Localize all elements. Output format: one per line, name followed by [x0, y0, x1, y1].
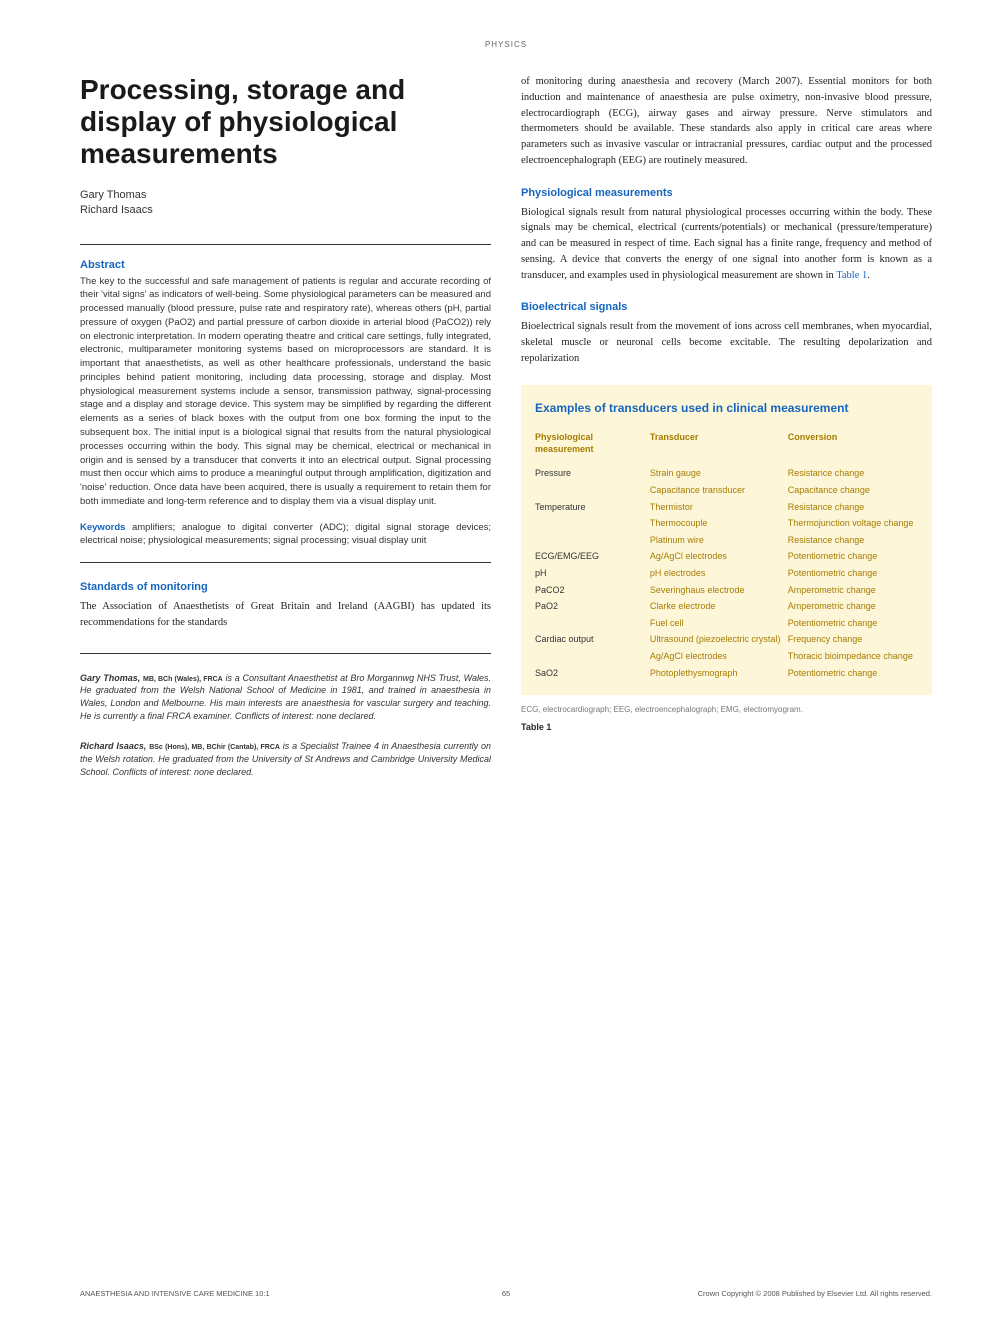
keywords-text: amplifiers; analogue to digital converte…: [80, 522, 491, 547]
divider: [80, 562, 491, 563]
divider: [80, 653, 491, 654]
table-cell: Amperometric change: [788, 598, 918, 615]
bioelectrical-text: Bioelectrical signals result from the mo…: [521, 319, 932, 366]
table-cell: Platinum wire: [650, 532, 788, 549]
table-header: Conversion: [788, 428, 918, 465]
section-heading-physiological: Physiological measurements: [521, 187, 932, 199]
article-title: Processing, storage and display of physi…: [80, 74, 491, 171]
bio-name: Richard Isaacs,: [80, 741, 146, 751]
bio-text: is a Consultant Anaesthetist at Bro Morg…: [80, 673, 491, 721]
transducer-table: Physiological measurement Transducer Con…: [535, 428, 918, 681]
section-label: PHYSICS: [80, 40, 932, 49]
table-row: TemperatureThermistorResistance change: [535, 499, 918, 516]
table-reference-link[interactable]: Table 1: [836, 270, 867, 281]
table-1-box: Examples of transducers used in clinical…: [521, 385, 932, 696]
page-footer: ANAESTHESIA AND INTENSIVE CARE MEDICINE …: [80, 1289, 932, 1298]
table-row: ThermocoupleThermojunction voltage chang…: [535, 515, 918, 532]
table-cell: PaCO2: [535, 582, 650, 599]
table-cell: [535, 515, 650, 532]
table-cell: [535, 615, 650, 632]
table-header: Physiological measurement: [535, 428, 650, 465]
table-row: Capacitance transducerCapacitance change: [535, 482, 918, 499]
footer-right: Crown Copyright © 2008 Published by Else…: [698, 1289, 932, 1298]
table-cell: Potentiometric change: [788, 615, 918, 632]
abstract-heading: Abstract: [80, 259, 491, 271]
table-row: SaO2PhotoplethysmographPotentiometric ch…: [535, 665, 918, 682]
table-cell: [535, 532, 650, 549]
table-cell: Ag/AgCl electrodes: [650, 548, 788, 565]
section-heading-standards: Standards of monitoring: [80, 581, 491, 593]
table-cell: Resistance change: [788, 532, 918, 549]
table-cell: Potentiometric change: [788, 548, 918, 565]
standards-text: The Association of Anaesthetists of Grea…: [80, 599, 491, 631]
table-cell: Potentiometric change: [788, 565, 918, 582]
physiological-body: Biological signals result from natural p…: [521, 207, 932, 281]
table-label: Table 1: [521, 722, 932, 732]
author-name: Richard Isaacs: [80, 204, 491, 216]
table-cell: Strain gauge: [650, 465, 788, 482]
continuation-text: of monitoring during anaesthesia and rec…: [521, 74, 932, 169]
table-row: ECG/EMG/EEGAg/AgCl electrodesPotentiomet…: [535, 548, 918, 565]
table-cell: Amperometric change: [788, 582, 918, 599]
table-cell: Pressure: [535, 465, 650, 482]
table-cell: Thermistor: [650, 499, 788, 516]
table-cell: Resistance change: [788, 465, 918, 482]
table-cell: [535, 648, 650, 665]
table-cell: PaO2: [535, 598, 650, 615]
table-cell: Capacitance change: [788, 482, 918, 499]
table-cell: Ag/AgCl electrodes: [650, 648, 788, 665]
table-row: PaO2Clarke electrodeAmperometric change: [535, 598, 918, 615]
physiological-text: Biological signals result from natural p…: [521, 205, 932, 284]
table-cell: ECG/EMG/EEG: [535, 548, 650, 565]
table-cell: [535, 482, 650, 499]
footer-page-number: 65: [502, 1289, 510, 1298]
table-row: Ag/AgCl electrodesThoracic bioimpedance …: [535, 648, 918, 665]
table-cell: Resistance change: [788, 499, 918, 516]
table-row: pHpH electrodesPotentiometric change: [535, 565, 918, 582]
bio-credentials: BSc (Hons), MB, BChir (Cantab), FRCA: [149, 744, 280, 751]
right-column: of monitoring during anaesthesia and rec…: [521, 74, 932, 778]
table-cell: Photoplethysmograph: [650, 665, 788, 682]
table-header-row: Physiological measurement Transducer Con…: [535, 428, 918, 465]
table-cell: Frequency change: [788, 631, 918, 648]
table-body: PressureStrain gaugeResistance changeCap…: [535, 465, 918, 681]
table-cell: Thoracic bioimpedance change: [788, 648, 918, 665]
table-cell: Thermocouple: [650, 515, 788, 532]
table-cell: Cardiac output: [535, 631, 650, 648]
table-row: Fuel cellPotentiometric change: [535, 615, 918, 632]
divider: [80, 244, 491, 245]
table-cell: Severinghaus electrode: [650, 582, 788, 599]
abstract-text: The key to the successful and safe manag…: [80, 275, 491, 509]
table-footnote: ECG, electrocardiograph; EEG, electroenc…: [521, 705, 932, 714]
section-heading-bioelectrical: Bioelectrical signals: [521, 301, 932, 313]
table-title: Examples of transducers used in clinical…: [535, 401, 918, 417]
table-cell: Clarke electrode: [650, 598, 788, 615]
footer-left: ANAESTHESIA AND INTENSIVE CARE MEDICINE …: [80, 1289, 270, 1298]
author-bio: Gary Thomas, MB, BCh (Wales), FRCA is a …: [80, 672, 491, 723]
table-cell: SaO2: [535, 665, 650, 682]
bio-credentials: MB, BCh (Wales), FRCA: [143, 676, 223, 683]
author-bio: Richard Isaacs, BSc (Hons), MB, BChir (C…: [80, 740, 491, 778]
table-cell: Thermojunction voltage change: [788, 515, 918, 532]
table-row: PaCO2Severinghaus electrodeAmperometric …: [535, 582, 918, 599]
table-cell: pH electrodes: [650, 565, 788, 582]
table-row: Cardiac outputUltrasound (piezoelectric …: [535, 631, 918, 648]
table-cell: Temperature: [535, 499, 650, 516]
table-cell: Potentiometric change: [788, 665, 918, 682]
keywords-label: Keywords: [80, 522, 125, 533]
table-row: Platinum wireResistance change: [535, 532, 918, 549]
table-cell: Ultrasound (piezoelectric crystal): [650, 631, 788, 648]
bio-name: Gary Thomas,: [80, 673, 140, 683]
author-list: Gary Thomas Richard Isaacs: [80, 189, 491, 216]
keywords-block: Keywords amplifiers; analogue to digital…: [80, 521, 491, 549]
table-row: PressureStrain gaugeResistance change: [535, 465, 918, 482]
table-cell: Capacitance transducer: [650, 482, 788, 499]
page-container: PHYSICS Processing, storage and display …: [0, 0, 992, 1323]
table-cell: pH: [535, 565, 650, 582]
author-name: Gary Thomas: [80, 189, 491, 201]
left-column: Processing, storage and display of physi…: [80, 74, 491, 778]
table-cell: Fuel cell: [650, 615, 788, 632]
two-column-layout: Processing, storage and display of physi…: [80, 74, 932, 778]
table-header: Transducer: [650, 428, 788, 465]
